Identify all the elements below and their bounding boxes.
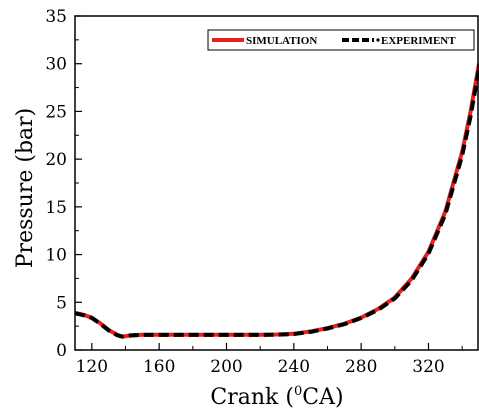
y-tick-label: 30 — [45, 55, 67, 75]
x-tick-label: 280 — [345, 357, 377, 377]
legend: SIMULATION EXPERIMENT — [207, 29, 475, 51]
series-layer — [74, 63, 479, 339]
legend-label-simulation: SIMULATION — [246, 35, 317, 47]
legend-marker-experiment — [376, 38, 380, 42]
y-axis-title: Pressure (bar) — [13, 108, 38, 269]
x-tick-label: 240 — [278, 357, 310, 377]
plot-frame — [74, 15, 479, 351]
tick-labels: 120 160 200 240 280 320 0 5 10 15 20 25 30 35 — [45, 7, 444, 377]
y-tick-label: 20 — [45, 150, 67, 170]
x-axis-title-main: Crank ( — [210, 385, 294, 410]
y-tick-label: 0 — [56, 341, 67, 361]
x-tick-label: 120 — [76, 357, 108, 377]
axis-ticks — [75, 15, 463, 351]
legend-label-experiment: EXPERIMENT — [381, 35, 456, 47]
legend-box — [207, 29, 475, 51]
series-line-experiment — [74, 68, 479, 339]
x-tick-label: 320 — [412, 357, 444, 377]
y-tick-label: 5 — [56, 293, 67, 313]
y-tick-label: 15 — [45, 198, 67, 218]
y-tick-label: 25 — [45, 102, 67, 122]
x-axis-title: Crank (0CA) — [210, 384, 343, 410]
x-axis-title-end: CA) — [302, 385, 343, 410]
y-tick-label: 10 — [45, 246, 67, 266]
x-axis-title-sup: 0 — [294, 384, 302, 399]
y-tick-label: 35 — [45, 7, 67, 27]
series-line-simulation — [74, 63, 479, 339]
x-tick-label: 160 — [143, 357, 175, 377]
x-tick-label: 200 — [210, 357, 242, 377]
